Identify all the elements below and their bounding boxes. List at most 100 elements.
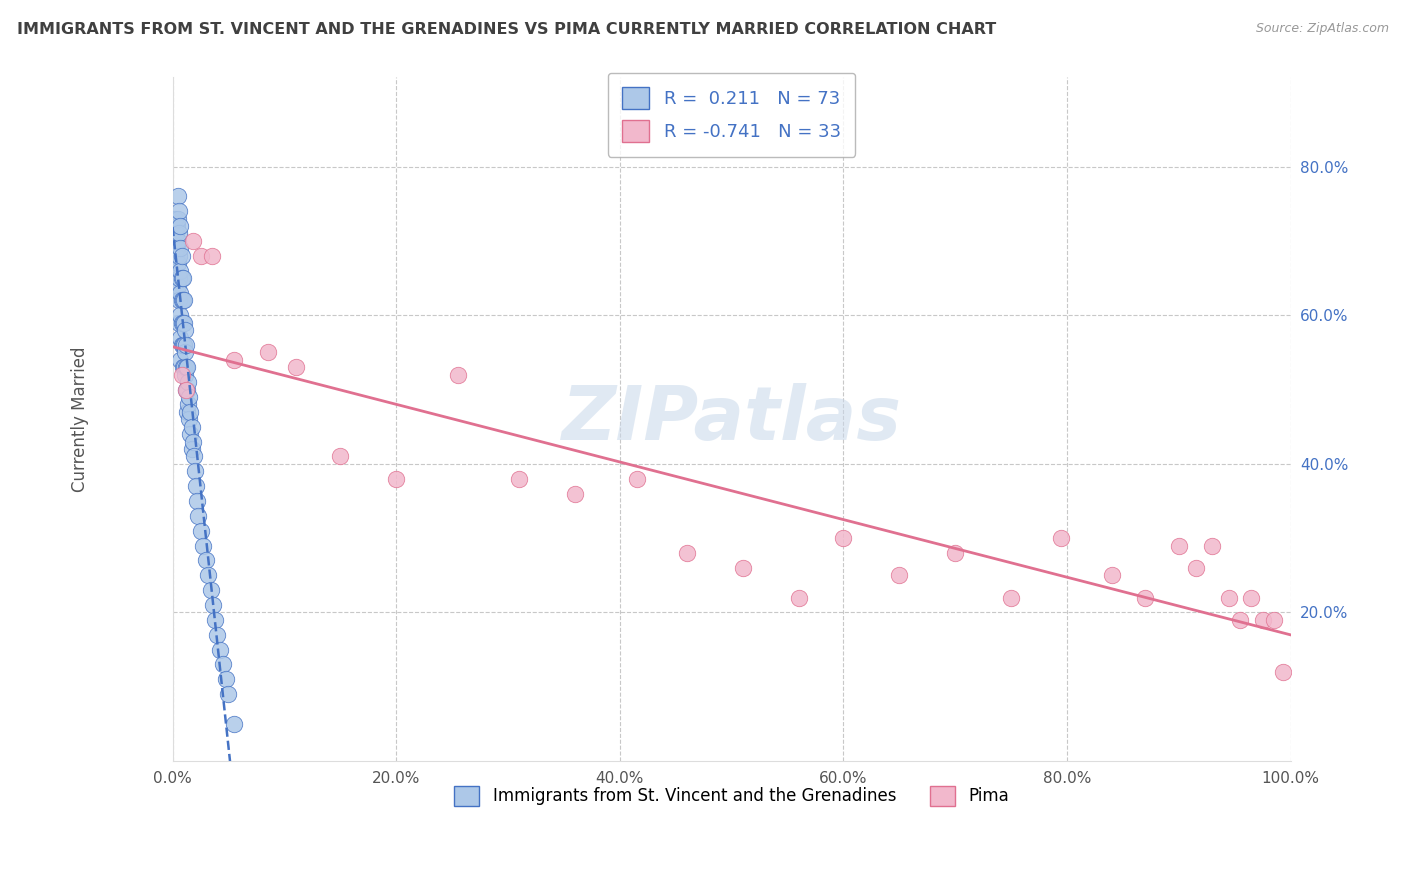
Point xyxy=(169,227,191,241)
Point xyxy=(329,450,352,464)
Text: Source: ZipAtlas.com: Source: ZipAtlas.com xyxy=(1256,22,1389,36)
Point xyxy=(174,360,197,375)
Point xyxy=(1229,613,1251,627)
Y-axis label: Currently Married: Currently Married xyxy=(72,346,89,492)
Point xyxy=(190,524,212,538)
Text: IMMIGRANTS FROM ST. VINCENT AND THE GRENADINES VS PIMA CURRENTLY MARRIED CORRELA: IMMIGRANTS FROM ST. VINCENT AND THE GREN… xyxy=(17,22,995,37)
Point xyxy=(284,360,307,375)
Point xyxy=(170,316,193,330)
Point xyxy=(169,316,191,330)
Point xyxy=(222,352,245,367)
Point xyxy=(184,464,207,478)
Point xyxy=(173,360,195,375)
Point xyxy=(1000,591,1022,605)
Point xyxy=(889,568,911,582)
Point xyxy=(1184,561,1206,575)
Point xyxy=(173,345,195,359)
Point xyxy=(1263,613,1285,627)
Point xyxy=(1101,568,1123,582)
Point xyxy=(169,293,191,308)
Point xyxy=(385,472,408,486)
Point xyxy=(186,494,208,508)
Point xyxy=(169,285,191,300)
Point xyxy=(1240,591,1263,605)
Point xyxy=(169,271,191,285)
Point xyxy=(215,673,238,687)
Point xyxy=(176,360,198,375)
Point xyxy=(191,539,214,553)
Point xyxy=(166,241,188,255)
Point xyxy=(256,345,278,359)
Point xyxy=(201,598,224,612)
Point xyxy=(832,531,855,545)
Point xyxy=(170,338,193,352)
Point xyxy=(1251,613,1274,627)
Point xyxy=(181,434,204,449)
Point xyxy=(1167,539,1189,553)
Point xyxy=(169,308,191,322)
Point xyxy=(169,352,191,367)
Point xyxy=(676,546,699,560)
Point xyxy=(173,338,195,352)
Point xyxy=(1271,665,1294,679)
Point xyxy=(174,383,197,397)
Point xyxy=(195,553,218,567)
Point xyxy=(170,368,193,382)
Point xyxy=(173,293,195,308)
Point xyxy=(176,383,198,397)
Point xyxy=(217,687,239,701)
Point xyxy=(167,234,190,248)
Point xyxy=(197,568,219,582)
Point xyxy=(170,249,193,263)
Point xyxy=(190,249,212,263)
Point xyxy=(177,397,200,411)
Point xyxy=(172,271,194,285)
Point xyxy=(169,330,191,344)
Point xyxy=(1135,591,1157,605)
Point xyxy=(204,613,226,627)
Point xyxy=(943,546,966,560)
Point xyxy=(447,368,470,382)
Point xyxy=(167,189,190,203)
Point xyxy=(172,360,194,375)
Point xyxy=(731,561,754,575)
Point xyxy=(169,263,191,277)
Point xyxy=(184,479,207,493)
Legend: Immigrants from St. Vincent and the Grenadines, Pima: Immigrants from St. Vincent and the Gren… xyxy=(446,777,1017,814)
Point xyxy=(169,241,191,255)
Point xyxy=(167,211,190,226)
Point xyxy=(787,591,810,605)
Point xyxy=(172,338,194,352)
Point xyxy=(176,405,198,419)
Point xyxy=(626,472,648,486)
Point xyxy=(165,227,187,241)
Text: ZIPatlas: ZIPatlas xyxy=(561,383,901,456)
Point xyxy=(177,375,200,389)
Point xyxy=(170,271,193,285)
Point xyxy=(170,293,193,308)
Point xyxy=(208,642,231,657)
Point xyxy=(173,316,195,330)
Point xyxy=(165,249,187,263)
Point xyxy=(200,583,222,598)
Point xyxy=(187,508,209,523)
Point xyxy=(169,204,191,219)
Point xyxy=(201,249,224,263)
Point xyxy=(1201,539,1223,553)
Point xyxy=(174,338,197,352)
Point xyxy=(172,293,194,308)
Point xyxy=(183,450,205,464)
Point xyxy=(163,211,186,226)
Point xyxy=(564,486,586,500)
Point xyxy=(173,368,195,382)
Point xyxy=(179,390,201,404)
Point xyxy=(167,256,190,270)
Point xyxy=(181,234,204,248)
Point xyxy=(172,316,194,330)
Point xyxy=(1218,591,1240,605)
Point xyxy=(180,442,202,456)
Point xyxy=(179,412,201,426)
Point xyxy=(169,219,191,233)
Point xyxy=(167,278,190,293)
Point xyxy=(1050,531,1073,545)
